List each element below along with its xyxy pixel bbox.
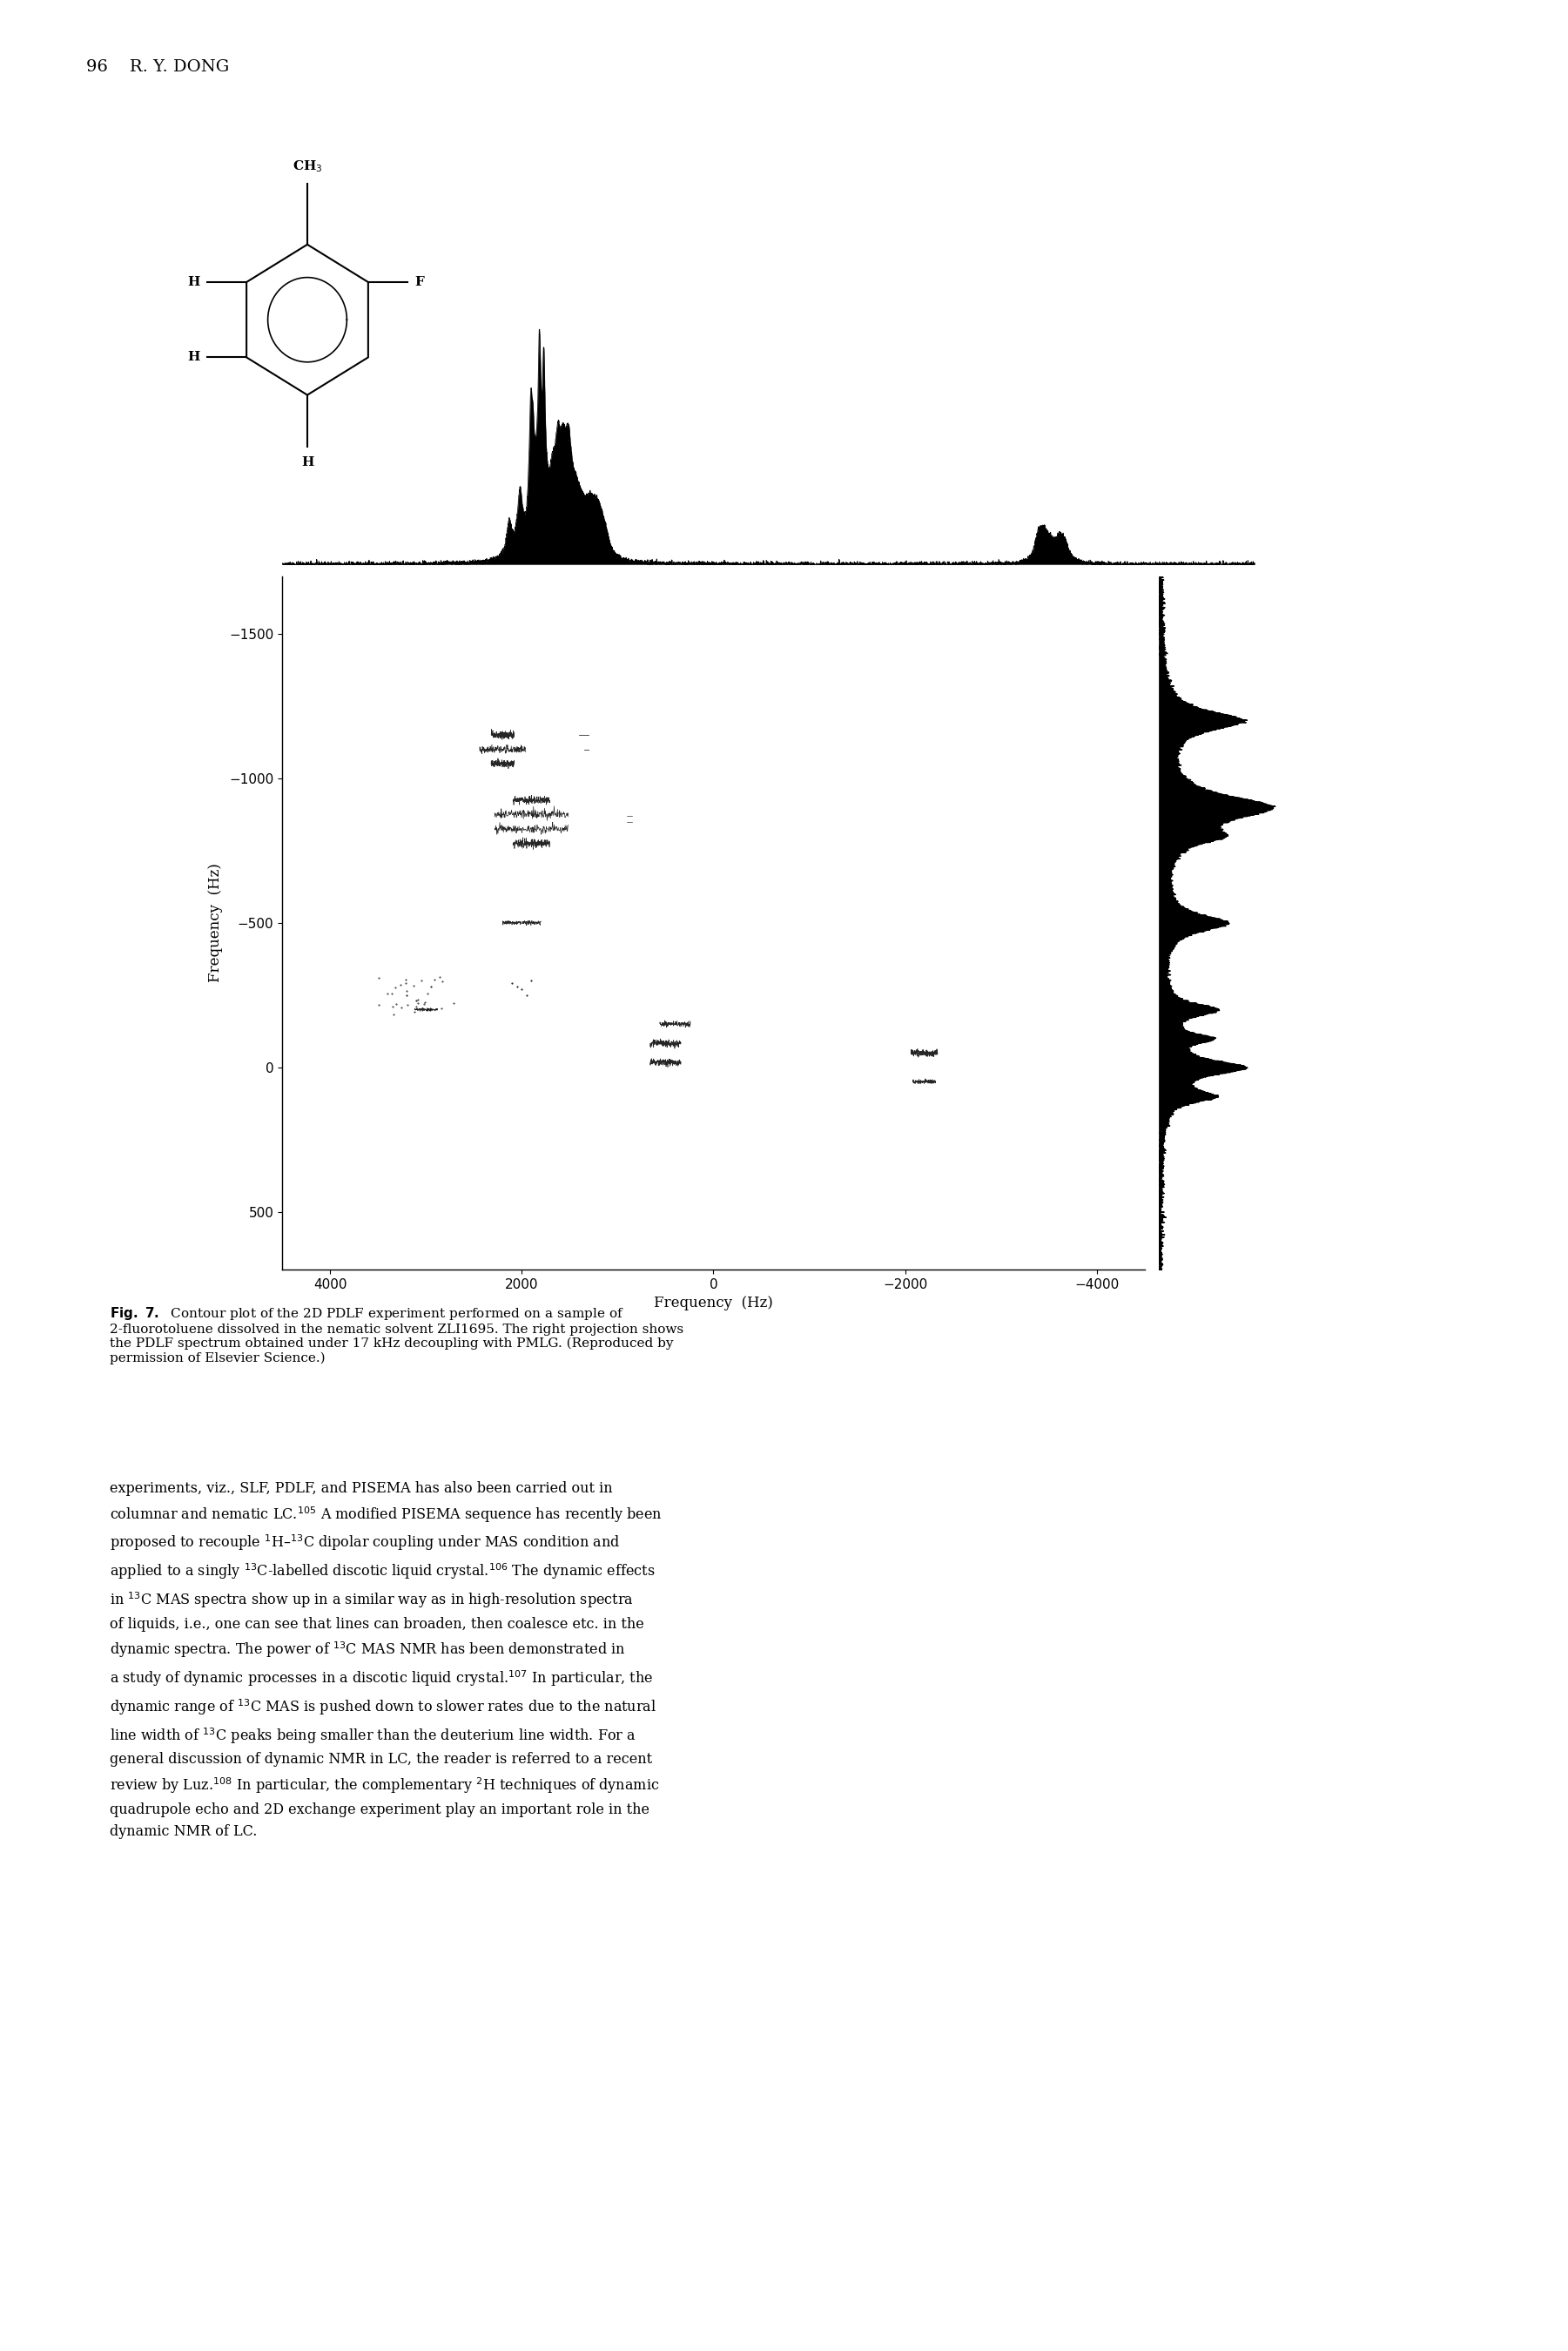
Text: $\bf{Fig.\ 7.}$  Contour plot of the 2D PDLF experiment performed on a sample of: $\bf{Fig.\ 7.}$ Contour plot of the 2D P…	[110, 1305, 684, 1364]
X-axis label: Frequency  (Hz): Frequency (Hz)	[654, 1295, 773, 1312]
Text: experiments, viz., SLF, PDLF, and PISEMA has also been carried out in
columnar a: experiments, viz., SLF, PDLF, and PISEMA…	[110, 1481, 662, 1838]
Text: H: H	[301, 456, 314, 468]
Y-axis label: Frequency  (Hz): Frequency (Hz)	[209, 863, 223, 983]
Text: CH$_3$: CH$_3$	[292, 158, 323, 174]
Text: 96    R. Y. DONG: 96 R. Y. DONG	[86, 59, 229, 75]
Text: H: H	[188, 275, 201, 289]
Text: H: H	[188, 350, 201, 364]
Text: F: F	[414, 275, 423, 289]
